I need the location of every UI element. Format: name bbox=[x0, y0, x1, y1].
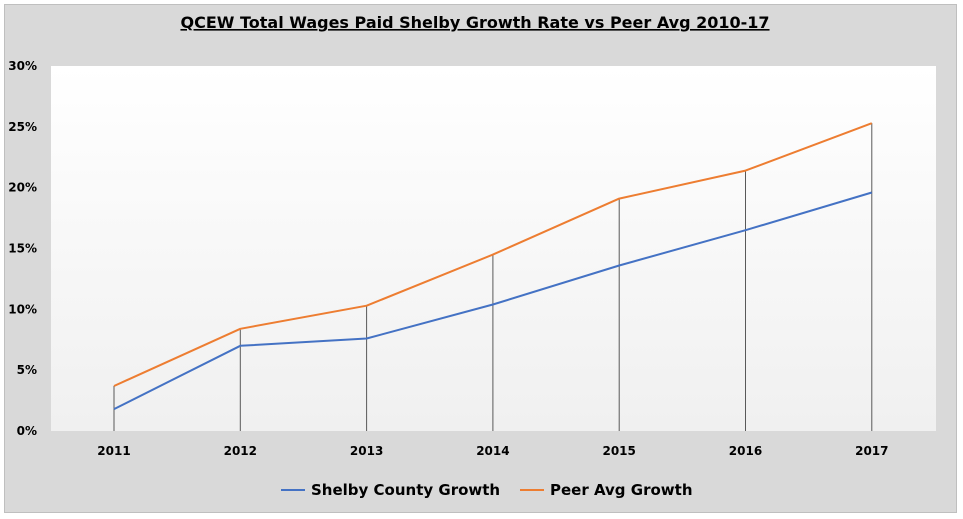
x-tick-label: 2011 bbox=[97, 444, 130, 458]
series-line bbox=[113, 122, 873, 387]
y-tick-label: 5% bbox=[17, 363, 37, 377]
x-tick-label: 2015 bbox=[602, 444, 635, 458]
y-tick-label: 10% bbox=[8, 302, 37, 316]
chart-title: QCEW Total Wages Paid Shelby Growth Rate… bbox=[180, 13, 769, 32]
line-chart: QCEW Total Wages Paid Shelby Growth Rate… bbox=[8, 13, 936, 499]
x-axis: 2011 2012 2013 2014 2015 2016 2017 bbox=[97, 444, 888, 458]
series-lines bbox=[113, 122, 873, 410]
x-tick-label: 2017 bbox=[855, 444, 888, 458]
y-tick-label: 20% bbox=[8, 181, 37, 195]
y-tick-label: 30% bbox=[8, 59, 37, 73]
y-tick-label: 15% bbox=[8, 242, 37, 256]
y-tick-label: 25% bbox=[8, 120, 37, 134]
plot-area bbox=[51, 66, 936, 431]
y-tick-label: 0% bbox=[17, 424, 37, 438]
legend-label: Shelby County Growth bbox=[311, 481, 500, 499]
x-tick-label: 2014 bbox=[476, 444, 509, 458]
x-tick-label: 2012 bbox=[224, 444, 257, 458]
chart-frame: QCEW Total Wages Paid Shelby Growth Rate… bbox=[4, 4, 957, 513]
series-line bbox=[113, 191, 873, 410]
x-tick-label: 2016 bbox=[729, 444, 762, 458]
legend-label: Peer Avg Growth bbox=[550, 481, 693, 499]
legend: Shelby County Growth Peer Avg Growth bbox=[281, 481, 693, 499]
x-tick-label: 2013 bbox=[350, 444, 383, 458]
y-axis: 0% 5% 10% 15% 20% 25% 30% bbox=[8, 59, 37, 438]
